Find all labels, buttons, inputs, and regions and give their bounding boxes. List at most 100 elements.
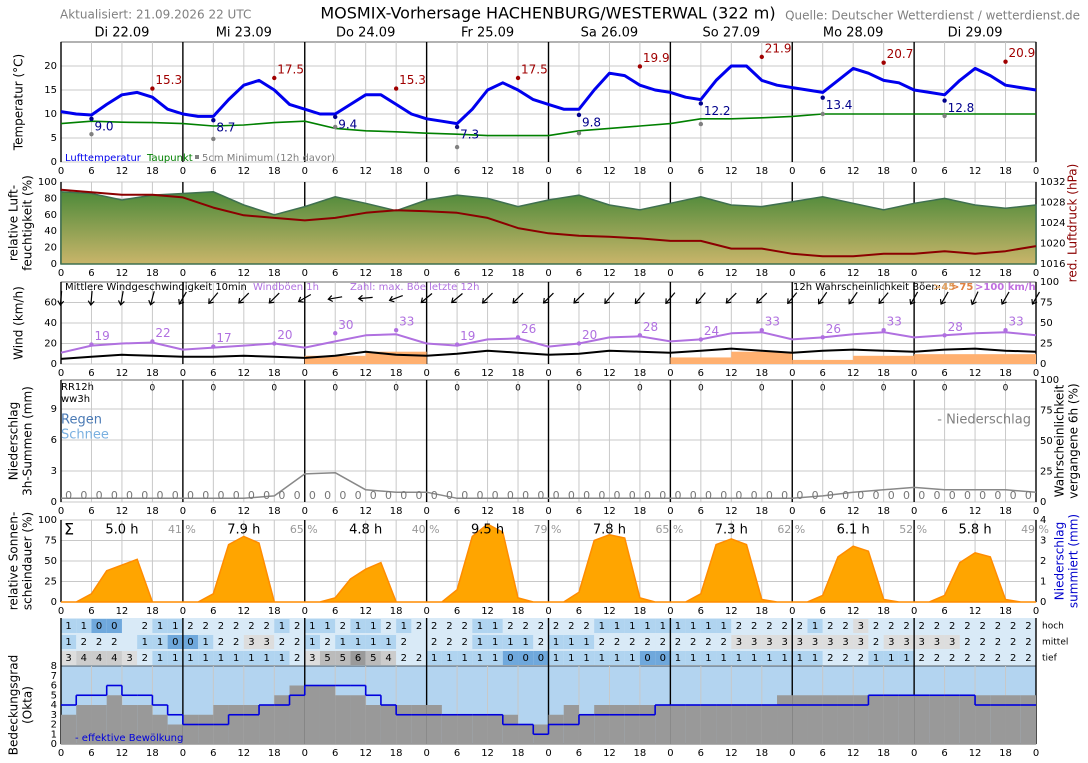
x-tick-label: 0 bbox=[302, 368, 308, 379]
bar bbox=[685, 705, 701, 744]
x-tick-label: 12 bbox=[847, 368, 860, 379]
data-label: 19.9 bbox=[643, 51, 670, 65]
cloud-value: 2 bbox=[248, 621, 254, 632]
x-tick-label: 0 bbox=[423, 506, 429, 517]
bar bbox=[137, 705, 153, 744]
precip-value: 0 bbox=[339, 489, 346, 502]
cloud-cell bbox=[914, 619, 930, 633]
x-tick-label: 12 bbox=[481, 166, 494, 177]
x-tick-label: 12 bbox=[603, 606, 616, 617]
point bbox=[820, 95, 825, 100]
x-tick-label: 12 bbox=[116, 268, 129, 279]
cloud-value: 2 bbox=[96, 637, 102, 648]
cloud-cell bbox=[700, 619, 717, 633]
x-tick-label: 12 bbox=[725, 606, 738, 617]
cloud-value: 3 bbox=[65, 653, 71, 664]
cloud-cell bbox=[274, 651, 290, 665]
cloud-cell bbox=[639, 635, 656, 649]
cloud-cell bbox=[259, 651, 275, 665]
x-tick-label: 18 bbox=[268, 268, 281, 279]
cloud-value: 1 bbox=[370, 621, 376, 632]
y-tick-label: 100 bbox=[38, 177, 57, 188]
legend-air: Lufttemperatur bbox=[65, 153, 142, 164]
arrow-head bbox=[208, 298, 214, 305]
y2-tick-label: 100 bbox=[1040, 277, 1059, 288]
y-axis-label: relative Sonnen- bbox=[7, 512, 21, 611]
line bbox=[60, 188, 1037, 258]
x-tick-label: 0 bbox=[545, 166, 551, 177]
cloud-cell bbox=[274, 619, 290, 633]
rain-label: Regen bbox=[61, 413, 102, 428]
precip-value: 0 bbox=[766, 489, 773, 502]
x-tick-label: 0 bbox=[180, 606, 186, 617]
cloud-value: 2 bbox=[675, 637, 681, 648]
cloud-value: 3 bbox=[827, 637, 833, 648]
cloud-cell bbox=[761, 619, 778, 633]
precip-value: 0 bbox=[507, 489, 514, 502]
arrow-shaft bbox=[878, 292, 889, 304]
bar bbox=[350, 695, 366, 744]
point bbox=[454, 124, 460, 130]
cloud-value: 1 bbox=[599, 621, 605, 632]
cloud-value: 2 bbox=[979, 653, 985, 664]
arrow-shaft bbox=[268, 292, 280, 304]
cloud-value: 1 bbox=[340, 637, 346, 648]
cloud-value: 2 bbox=[919, 653, 925, 664]
cloud-value: 2 bbox=[995, 637, 1001, 648]
precip-value: 0 bbox=[294, 489, 301, 502]
x-tick-label: 6 bbox=[941, 606, 947, 617]
data-label: 20 bbox=[277, 328, 292, 342]
sun-hours: 4.8 h bbox=[349, 523, 382, 538]
cloud-value: 1 bbox=[218, 653, 224, 664]
point bbox=[333, 124, 338, 130]
cloud-value: 5 bbox=[370, 653, 376, 664]
cloud-cell bbox=[700, 651, 717, 665]
point bbox=[942, 113, 947, 119]
y-tick-label: 60 bbox=[44, 298, 57, 309]
x-tick-label: 18 bbox=[877, 748, 890, 759]
arrow-head bbox=[970, 299, 977, 306]
cloud-cell bbox=[639, 619, 656, 633]
cloud-cell bbox=[457, 619, 473, 633]
cloud-value: 0 bbox=[96, 621, 102, 632]
cloud-cell bbox=[609, 635, 625, 649]
arrow-head bbox=[634, 298, 641, 305]
cloud-value: 1 bbox=[675, 653, 681, 664]
cloud-value: 2 bbox=[964, 621, 970, 632]
cloud-value: 3 bbox=[842, 637, 848, 648]
x-tick-label: 6 bbox=[820, 606, 826, 617]
cloud-value: 1 bbox=[355, 637, 361, 648]
arrow-head bbox=[604, 298, 610, 305]
y2-tick-label: 4 bbox=[1040, 515, 1046, 526]
cloud-value: 2 bbox=[462, 621, 468, 632]
cloud-cell bbox=[319, 619, 336, 633]
x-tick-label: 12 bbox=[603, 166, 616, 177]
bar bbox=[182, 714, 199, 744]
x-tick-label: 18 bbox=[877, 506, 890, 517]
x-tick-label: 0 bbox=[911, 268, 917, 279]
point bbox=[637, 333, 643, 338]
cloud-cell bbox=[396, 651, 412, 665]
x-tick-label: 0 bbox=[911, 748, 917, 759]
sun-percent: 49 % bbox=[1021, 523, 1049, 536]
legend-dew: Taupunkt bbox=[146, 153, 193, 164]
data-label: 17.5 bbox=[521, 63, 548, 77]
precip-value: 0 bbox=[446, 489, 453, 502]
x-tick-label: 0 bbox=[545, 268, 551, 279]
x-tick-label: 18 bbox=[512, 506, 525, 517]
cloud-value: 2 bbox=[1010, 621, 1016, 632]
cloud-value: 1 bbox=[583, 653, 589, 664]
data-label: 19 bbox=[460, 329, 475, 343]
precip-value: 0 bbox=[461, 489, 468, 502]
cloud-value: 2 bbox=[294, 637, 300, 648]
day-label: Do 24.09 bbox=[336, 26, 395, 41]
y-tick-label: 60 bbox=[44, 210, 57, 221]
y2-tick-label: 50 bbox=[1040, 318, 1053, 329]
legend-gustmax: Zahl: max. Böe letzte 12h bbox=[350, 282, 480, 293]
x-tick-label: 12 bbox=[481, 606, 494, 617]
rr12-value: 0 bbox=[515, 384, 521, 394]
y-tick-label: 5 bbox=[51, 133, 57, 144]
arrow-shaft bbox=[695, 292, 706, 304]
bar bbox=[228, 705, 244, 744]
x-tick-label: 0 bbox=[667, 748, 673, 759]
